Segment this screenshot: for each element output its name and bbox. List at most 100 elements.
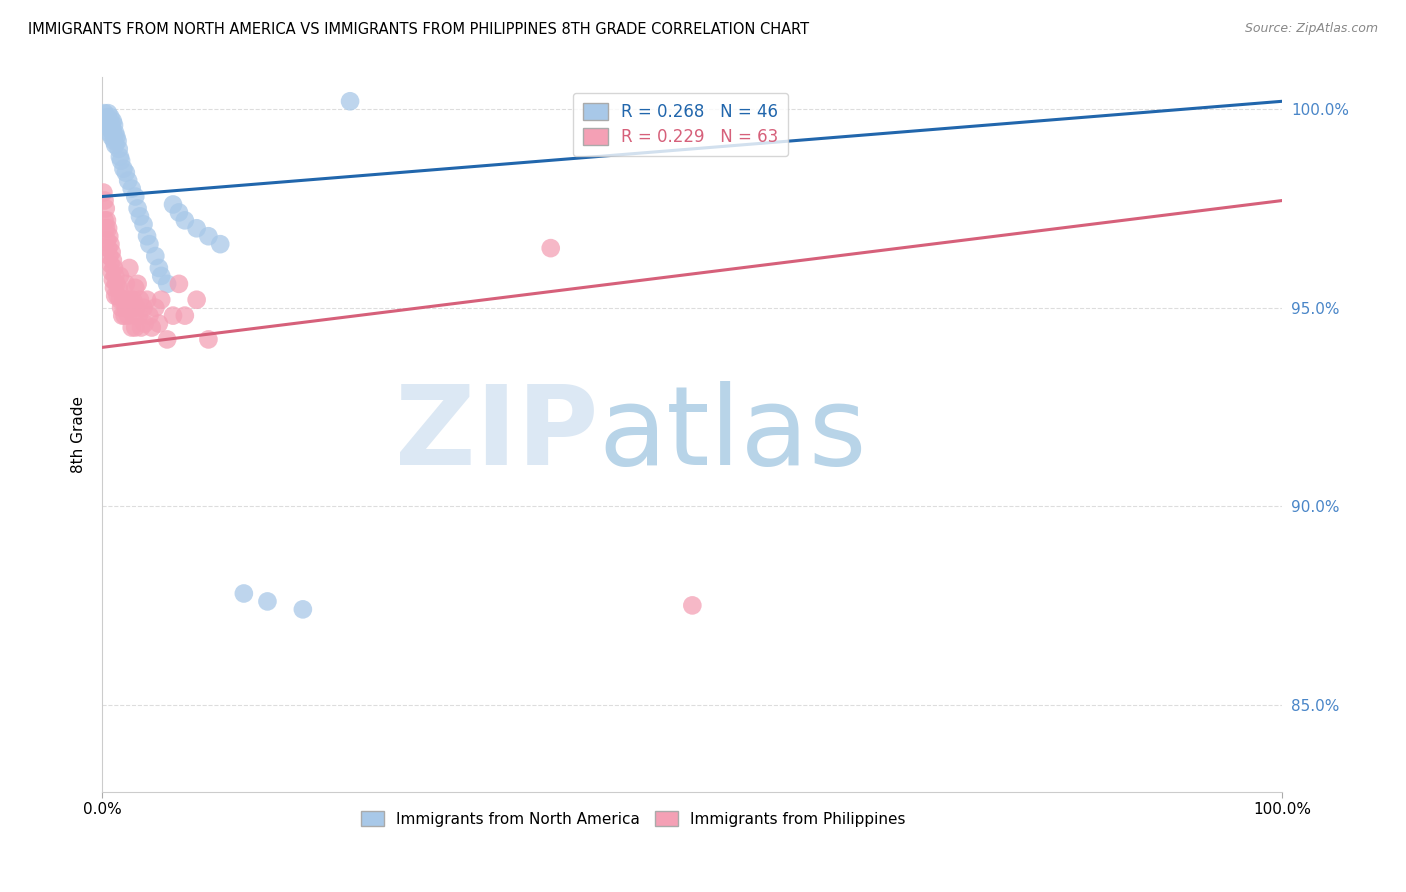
Point — [98, 114, 121, 128]
Point — [125, 301, 148, 315]
Point — [100, 245, 122, 260]
Point — [107, 134, 129, 148]
Point — [141, 320, 163, 334]
Point — [134, 317, 156, 331]
Point — [100, 265, 122, 279]
Point — [150, 268, 173, 283]
Point — [103, 134, 125, 148]
Point — [98, 229, 121, 244]
Point — [186, 221, 208, 235]
Point — [197, 333, 219, 347]
Point — [173, 213, 195, 227]
Point — [97, 241, 120, 255]
Point — [98, 249, 121, 263]
Point — [124, 281, 146, 295]
Point — [105, 277, 128, 291]
Point — [121, 181, 143, 195]
Point — [100, 110, 122, 124]
Point — [104, 268, 127, 283]
Point — [93, 194, 115, 208]
Text: atlas: atlas — [598, 381, 866, 488]
Point — [105, 130, 128, 145]
Point — [540, 241, 562, 255]
Legend: Immigrants from North America, Immigrants from Philippines: Immigrants from North America, Immigrant… — [353, 803, 914, 834]
Point — [129, 210, 152, 224]
Point — [114, 277, 136, 291]
Point — [148, 260, 170, 275]
Point — [112, 293, 135, 307]
Point — [122, 309, 145, 323]
Point — [136, 293, 159, 307]
Point — [121, 320, 143, 334]
Point — [101, 114, 124, 128]
Point — [132, 301, 155, 315]
Point — [100, 237, 122, 252]
Point — [124, 320, 146, 334]
Point — [108, 150, 131, 164]
Point — [101, 273, 124, 287]
Point — [186, 293, 208, 307]
Point — [167, 277, 190, 291]
Point — [681, 599, 703, 613]
Point — [138, 237, 160, 252]
Text: Source: ZipAtlas.com: Source: ZipAtlas.com — [1244, 22, 1378, 36]
Point — [108, 293, 131, 307]
Point — [118, 260, 141, 275]
Point — [112, 161, 135, 176]
Point — [101, 253, 124, 268]
Point — [94, 202, 117, 216]
Y-axis label: 8th Grade: 8th Grade — [72, 396, 86, 473]
Point — [114, 301, 136, 315]
Point — [124, 189, 146, 203]
Point — [156, 277, 179, 291]
Point — [96, 233, 118, 247]
Point — [117, 309, 139, 323]
Point — [101, 126, 124, 140]
Point — [104, 126, 127, 140]
Point — [148, 317, 170, 331]
Point — [107, 281, 129, 295]
Point — [136, 229, 159, 244]
Point — [97, 221, 120, 235]
Point — [97, 106, 120, 120]
Point — [94, 114, 117, 128]
Point — [107, 289, 129, 303]
Point — [167, 205, 190, 219]
Point — [132, 217, 155, 231]
Point — [291, 602, 314, 616]
Point — [209, 237, 232, 252]
Point — [108, 268, 131, 283]
Point — [114, 309, 136, 323]
Point — [129, 320, 152, 334]
Point — [339, 95, 361, 109]
Point — [127, 277, 149, 291]
Point — [127, 202, 149, 216]
Point — [121, 301, 143, 315]
Point — [103, 118, 125, 132]
Point — [117, 174, 139, 188]
Point — [104, 137, 127, 152]
Point — [100, 118, 122, 132]
Point — [100, 122, 122, 136]
Point — [93, 106, 115, 120]
Point — [107, 142, 129, 156]
Point — [96, 110, 118, 124]
Point — [156, 333, 179, 347]
Point — [100, 130, 122, 145]
Point — [162, 309, 184, 323]
Point — [100, 257, 122, 271]
Point — [129, 293, 152, 307]
Point — [162, 197, 184, 211]
Point — [115, 293, 138, 307]
Point — [111, 309, 134, 323]
Point — [128, 309, 150, 323]
Point — [173, 309, 195, 323]
Point — [150, 293, 173, 307]
Point — [103, 281, 125, 295]
Point — [256, 594, 278, 608]
Point — [93, 213, 115, 227]
Text: IMMIGRANTS FROM NORTH AMERICA VS IMMIGRANTS FROM PHILIPPINES 8TH GRADE CORRELATI: IMMIGRANTS FROM NORTH AMERICA VS IMMIGRA… — [28, 22, 810, 37]
Point — [232, 586, 254, 600]
Point — [98, 126, 121, 140]
Point — [197, 229, 219, 244]
